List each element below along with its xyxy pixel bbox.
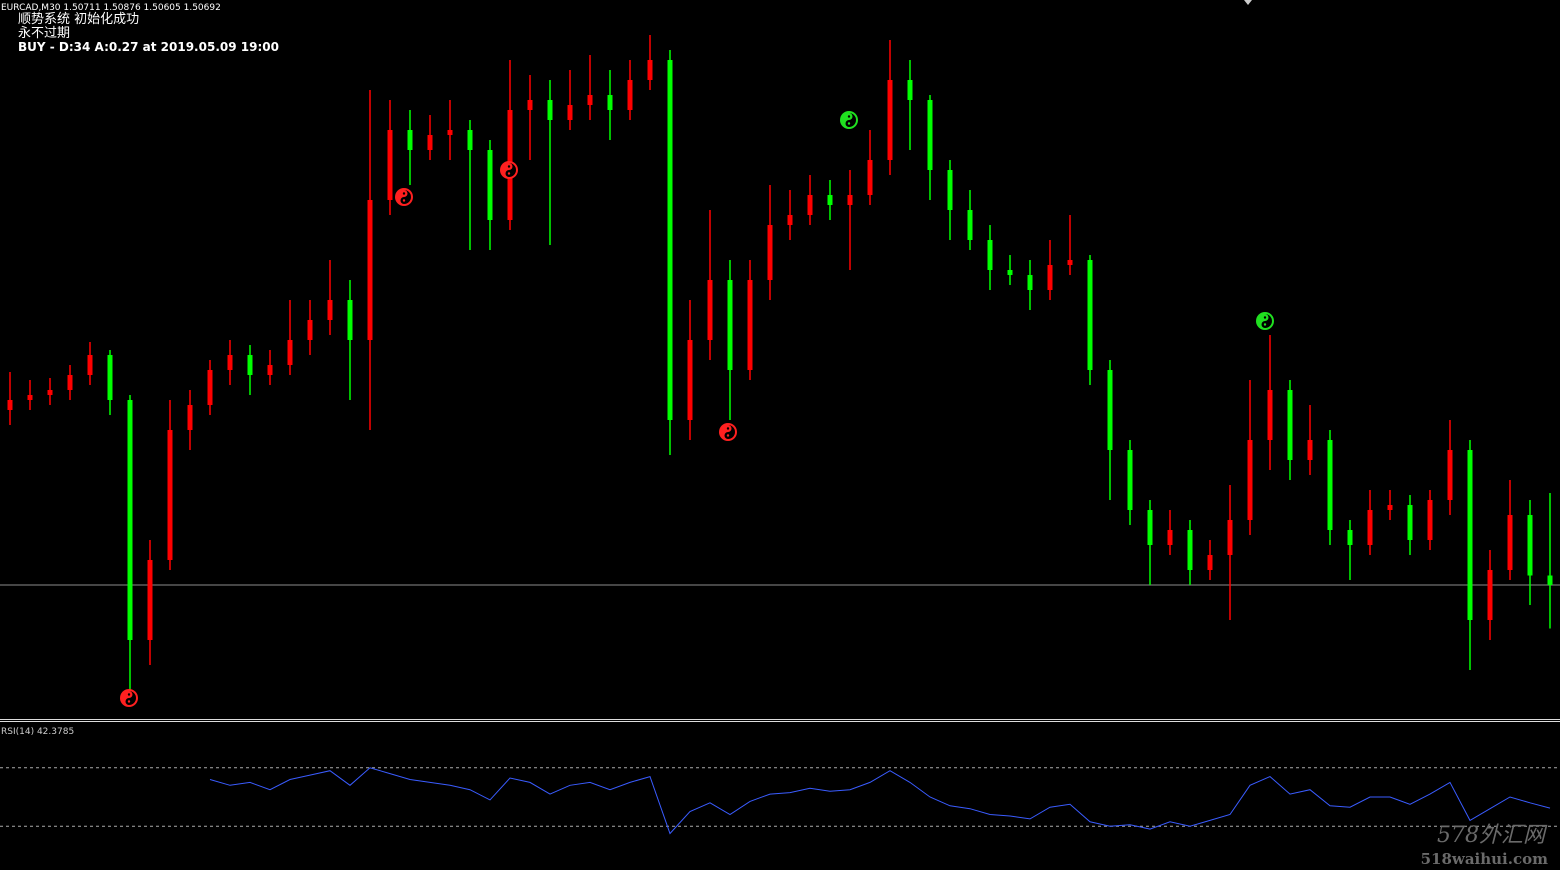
candle-body: [7, 400, 13, 410]
candle-body: [1107, 370, 1113, 450]
candle-body: [447, 130, 453, 135]
candle-body: [107, 355, 113, 400]
candle-body: [267, 365, 273, 375]
candle-body: [307, 320, 313, 340]
indicator-label: RSI(14) 42.3785: [1, 727, 74, 737]
candle-body: [407, 130, 413, 150]
candle-body: [1047, 265, 1053, 290]
candle-body: [1127, 450, 1133, 510]
candle-body: [387, 130, 393, 200]
candle-body: [647, 60, 653, 80]
candle-body: [1307, 440, 1313, 460]
candle-body: [1007, 270, 1013, 275]
candle-body: [167, 430, 173, 560]
candle-body: [687, 340, 693, 420]
candle-body: [1367, 510, 1373, 545]
candle-body: [487, 150, 493, 220]
candle-body: [427, 135, 433, 150]
rsi-line: [209, 767, 1551, 835]
candle-body: [127, 400, 133, 640]
candle-body: [1447, 450, 1453, 500]
candle-body: [967, 210, 973, 240]
signal-text: BUY - D:34 A:0.27 at 2019.05.09 19:00: [18, 40, 279, 54]
candle-body: [1187, 530, 1193, 570]
candle-body: [707, 280, 713, 340]
candle-body: [1207, 555, 1213, 570]
candle-body: [1247, 440, 1253, 520]
candle-body: [1467, 450, 1473, 620]
candle-body: [907, 80, 913, 100]
candle-body: [627, 80, 633, 110]
candle-body: [1407, 505, 1413, 540]
candle-body: [1087, 260, 1093, 370]
sell-signal-icon: [840, 111, 858, 129]
candle-body: [727, 280, 733, 370]
candle-body: [347, 300, 353, 340]
candle-body: [1547, 575, 1553, 585]
candle-body: [607, 95, 613, 110]
candle-body: [667, 60, 673, 420]
candle-body: [1067, 260, 1073, 265]
candle-body: [527, 100, 533, 110]
candle-body: [1527, 515, 1533, 576]
candle-body: [1347, 530, 1353, 545]
candle-body: [367, 200, 373, 340]
candle-body: [787, 215, 793, 225]
candle-body: [1427, 500, 1433, 540]
price-panel: [0, 35, 1560, 690]
buy-signal-icon: [395, 188, 413, 206]
status-text: 顺势系统 初始化成功: [18, 11, 139, 27]
candle-body: [227, 355, 233, 370]
candle-body: [47, 390, 53, 395]
candle-body: [1487, 570, 1493, 620]
candle-body: [827, 195, 833, 205]
candle-body: [1507, 515, 1513, 570]
candle-body: [67, 375, 73, 390]
candle-body: [27, 395, 33, 400]
candle-body: [847, 195, 853, 205]
candle-body: [1387, 505, 1393, 510]
candle-body: [147, 560, 153, 640]
expiry-text: 永不过期: [18, 26, 70, 41]
candle-body: [927, 100, 933, 170]
candle-body: [887, 80, 893, 160]
candle-body: [547, 100, 553, 120]
candle-body: [1027, 275, 1033, 290]
candle-body: [747, 280, 753, 370]
candle-body: [867, 160, 873, 195]
candle-body: [947, 170, 953, 210]
scroll-marker: [1244, 0, 1252, 5]
candle-body: [207, 370, 213, 405]
candle-body: [1267, 390, 1273, 440]
buy-signal-icon: [500, 161, 518, 179]
buy-signal-icon: [719, 423, 737, 441]
buy-signal-icon: [120, 689, 138, 707]
sell-signal-icon: [1256, 312, 1274, 330]
candle-body: [187, 405, 193, 430]
symbol-line: EURCAD,M30 1.50711 1.50876 1.50605 1.506…: [1, 3, 221, 13]
candle-body: [767, 225, 773, 280]
candle-body: [987, 240, 993, 270]
rsi-panel: [0, 767, 1560, 835]
watermark-brand: 578外汇网: [1437, 823, 1548, 848]
signal-icons: [120, 111, 1274, 707]
candle-body: [327, 300, 333, 320]
candle-body: [1287, 390, 1293, 460]
candle-body: [1327, 440, 1333, 530]
candle-body: [1167, 530, 1173, 545]
candle-body: [87, 355, 93, 375]
candle-body: [807, 195, 813, 215]
candle-body: [467, 130, 473, 150]
watermark-url: 518waihui.com: [1421, 850, 1549, 868]
candle-body: [1227, 520, 1233, 555]
candle-body: [587, 95, 593, 105]
candle-body: [1147, 510, 1153, 545]
candle-body: [287, 340, 293, 365]
candle-body: [247, 355, 253, 375]
candle-body: [567, 105, 573, 120]
